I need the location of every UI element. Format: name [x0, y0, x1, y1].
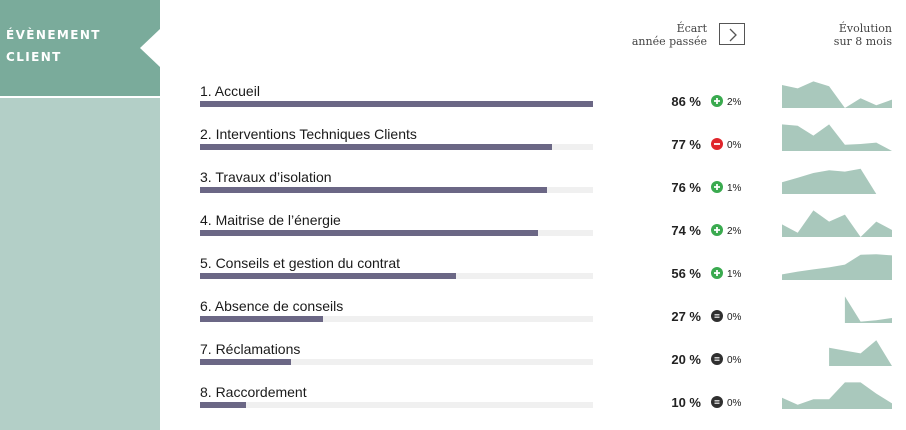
ecart-column-header: Écart année passée — [600, 22, 707, 48]
item-label: 3. Travaux d’isolation — [200, 169, 332, 185]
score-bar-track — [200, 402, 593, 408]
evolution-sparkline — [844, 296, 892, 323]
equals-icon — [711, 353, 723, 365]
chevron-right-icon — [729, 28, 737, 42]
item-label: 4. Maitrise de l’énergie — [200, 212, 341, 228]
score-percent: 20 % — [671, 352, 701, 367]
score-percent: 56 % — [671, 266, 701, 281]
equals-icon — [711, 396, 723, 408]
next-period-button[interactable] — [719, 23, 745, 45]
score-bar-fill — [200, 230, 538, 236]
evolution-sparkline — [782, 81, 892, 108]
sparkline-area — [844, 296, 892, 323]
delta-value: 0% — [727, 355, 742, 366]
plus-icon — [711, 224, 723, 236]
evolution-header-line2: sur 8 mois — [833, 35, 892, 48]
score-bar-track — [200, 316, 593, 322]
sidebar-title: ÉVÈNEMENT CLIENT — [6, 24, 101, 68]
list-item[interactable]: 5. Conseils et gestion du contrat 56 % 1% — [0, 254, 906, 302]
item-label: 5. Conseils et gestion du contrat — [200, 255, 401, 271]
score-percent: 86 % — [671, 94, 701, 109]
item-label: 7. Réclamations — [200, 341, 301, 357]
sidebar-title-line2: CLIENT — [6, 50, 62, 64]
score-bar-track — [200, 273, 593, 279]
minus-icon — [711, 138, 723, 150]
sparkline-area — [782, 210, 892, 237]
sparkline-area — [782, 382, 892, 409]
score-bar-fill — [200, 273, 456, 279]
item-label: 6. Absence de conseils — [200, 298, 344, 314]
list-item[interactable]: 4. Maitrise de l’énergie 74 % 2% — [0, 210, 906, 259]
evolution-header-line1: Évolution — [838, 22, 892, 35]
score-percent: 76 % — [671, 180, 701, 195]
active-indicator-arrow — [140, 29, 160, 67]
delta-value: 0% — [727, 312, 742, 323]
delta-value: 0% — [727, 140, 742, 151]
score-bar-track — [200, 187, 593, 193]
sidebar: ÉVÈNEMENT CLIENT — [0, 0, 160, 430]
score-bar-track — [200, 230, 593, 236]
plus-icon — [711, 181, 723, 193]
sidebar-header[interactable]: ÉVÈNEMENT CLIENT — [0, 0, 160, 96]
sparkline-area — [829, 340, 892, 366]
list-item[interactable]: 2. Interventions Techniques Clients 77 % 0… — [0, 124, 906, 173]
plus-icon — [711, 95, 723, 107]
delta-value: 1% — [727, 183, 742, 194]
evolution-sparkline — [829, 340, 892, 366]
score-bar-fill — [200, 316, 323, 322]
evolution-sparkline — [782, 254, 892, 280]
delta-value: 2% — [727, 226, 742, 237]
score-percent: 74 % — [671, 223, 701, 238]
score-bar-fill — [200, 144, 552, 150]
score-bar-track — [200, 101, 593, 107]
evolution-sparkline — [782, 210, 892, 237]
sparkline-area — [782, 81, 892, 108]
delta-value: 2% — [727, 97, 742, 108]
score-bar-fill — [200, 187, 547, 193]
score-percent: 10 % — [671, 395, 701, 410]
list-item[interactable]: 8. Raccordement 10 % 0% — [0, 382, 906, 430]
evolution-column-header: Évolution sur 8 mois — [780, 22, 892, 48]
score-bar-fill — [200, 359, 291, 365]
score-bar-fill — [200, 101, 593, 107]
list-item[interactable]: 3. Travaux d’isolation 76 % 1% — [0, 168, 906, 216]
item-label: 8. Raccordement — [200, 384, 307, 400]
sidebar-divider — [0, 96, 160, 98]
score-bar-track — [200, 144, 593, 150]
score-bar-fill — [200, 402, 246, 408]
item-label: 1. Accueil — [200, 83, 260, 99]
score-bar-track — [200, 359, 593, 365]
delta-value: 1% — [727, 269, 742, 280]
sparkline-area — [782, 124, 892, 151]
list-item[interactable]: 1. Accueil 86 % 2% — [0, 81, 906, 130]
ecart-header-line2: année passée — [631, 35, 707, 48]
sidebar-body — [0, 98, 160, 430]
score-percent: 77 % — [671, 137, 701, 152]
evolution-sparkline — [782, 168, 877, 194]
score-percent: 27 % — [671, 309, 701, 324]
list-item[interactable]: 6. Absence de conseils 27 % 0% — [0, 296, 906, 345]
evolution-sparkline — [782, 124, 892, 151]
item-label: 2. Interventions Techniques Clients — [200, 126, 417, 142]
list-item[interactable]: 7. Réclamations 20 % 0% — [0, 340, 906, 388]
sparkline-area — [782, 168, 877, 194]
plus-icon — [711, 267, 723, 279]
sparkline-area — [782, 254, 892, 280]
delta-value: 0% — [727, 398, 742, 409]
evolution-sparkline — [782, 382, 892, 409]
ecart-header-line1: Écart — [676, 22, 707, 35]
equals-icon — [711, 310, 723, 322]
sidebar-title-line1: ÉVÈNEMENT — [6, 28, 101, 42]
